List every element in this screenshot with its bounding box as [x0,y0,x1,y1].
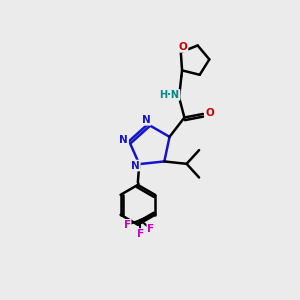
Text: N: N [119,135,128,145]
Text: O: O [205,108,214,118]
Text: F: F [124,220,130,230]
Text: F: F [147,224,155,234]
Text: N: N [142,115,151,125]
Text: O: O [179,42,188,52]
Text: F: F [136,229,144,239]
Text: H·N: H·N [160,90,179,100]
Text: N: N [131,160,140,171]
